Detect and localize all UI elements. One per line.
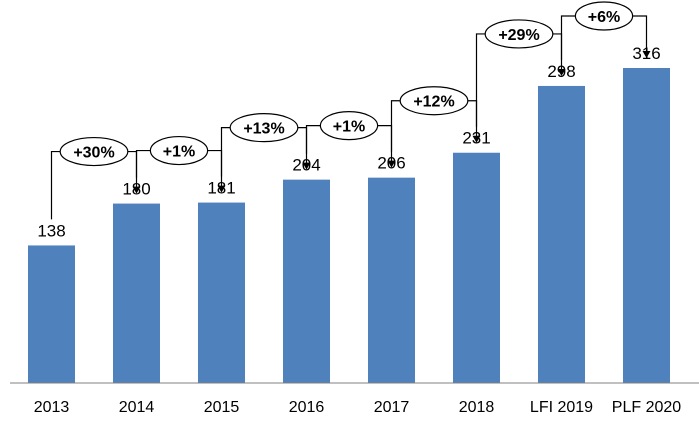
change-connectors-group: +30% +1% +13% +1% +12% +29% +6% <box>50 1 651 220</box>
change-arrowhead-2 <box>217 185 226 193</box>
change-bubble-6 <box>484 19 554 49</box>
x-tick-8: PLF 2020 <box>612 399 681 416</box>
x-tick-7: LFI 2019 <box>530 399 593 416</box>
change-bubble-3 <box>229 113 299 143</box>
change-bubble-4 <box>319 111 379 141</box>
change-bubble-2 <box>149 135 209 166</box>
bar-6 <box>453 152 500 383</box>
change-label-3: +13% <box>243 121 284 138</box>
bar-3 <box>198 202 245 383</box>
x-tick-labels-group: 2013 2014 2015 2016 2017 2018 LFI 2019 PLF 2020 <box>34 399 682 416</box>
change-label-5: +12% <box>413 94 454 111</box>
x-tick-1: 2013 <box>34 399 70 416</box>
x-tick-6: 2018 <box>459 399 495 416</box>
change-arrowhead-5 <box>472 135 481 143</box>
x-tick-2: 2014 <box>119 399 155 416</box>
value-label-1: 138 <box>37 221 65 240</box>
change-label-6: +29% <box>498 27 539 44</box>
change-arrowhead-6 <box>557 68 566 76</box>
bar-7 <box>538 85 585 383</box>
change-arrowhead-3 <box>302 162 311 170</box>
bar-4 <box>283 179 330 383</box>
change-arrowhead-1 <box>132 186 141 194</box>
bar-1 <box>28 245 75 383</box>
bar-8 <box>623 68 670 383</box>
change-label-4: +1% <box>333 119 365 136</box>
x-tick-5: 2017 <box>374 399 410 416</box>
change-label-7: +6% <box>588 9 620 26</box>
change-arrowhead-7 <box>642 51 651 58</box>
bar-5 <box>368 177 415 383</box>
change-bubble-1 <box>59 136 129 167</box>
bar-2 <box>113 203 160 383</box>
change-bubble-7 <box>574 1 634 31</box>
bars-group <box>28 68 670 383</box>
change-label-1: +30% <box>73 145 114 162</box>
change-label-2: +1% <box>163 144 195 161</box>
change-arrowhead-4 <box>387 160 396 168</box>
x-tick-3: 2015 <box>204 399 240 416</box>
x-tick-4: 2016 <box>289 399 325 416</box>
change-bubble-5 <box>399 86 469 116</box>
